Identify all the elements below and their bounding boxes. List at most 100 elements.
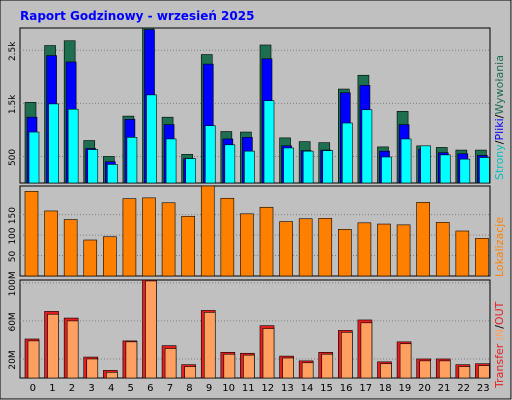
bar-lokalizacje [259,206,274,277]
bar-strony [459,158,471,184]
x-tick-label: 2 [69,383,75,394]
bar-out [86,358,99,379]
bar-out [106,371,118,379]
x-tick-label: 11 [242,383,255,394]
bar-out [458,366,471,379]
bar-out [419,360,431,379]
bar-out [301,362,314,379]
bar-lokalizacje [103,236,117,277]
bar-out [164,348,177,379]
x-tick-label: 13 [281,383,294,394]
x-tick-label: 21 [438,383,451,394]
bar-strony [400,138,412,184]
bar-strony [342,122,353,184]
legend-visits: Lokalizacje [493,217,506,277]
x-tick-label: 8 [186,383,192,394]
bar-strony [479,157,490,184]
x-tick-label: 5 [128,383,134,394]
x-axis-hour-labels: 0 1 2 3 4 5 6 7 8 9 10 11 12 13 14 15 16 17 18 19 20 21 22 23 [30,383,490,394]
x-tick-label: 17 [359,383,372,394]
y-tick-label: 500 [8,149,18,166]
bar-out [223,353,236,379]
bar-lokalizacje [161,202,176,277]
plot-area [19,185,491,277]
bar-out [438,360,451,379]
legend-transfer: Transfer IN/OUT [493,301,506,389]
bar-lokalizacje [455,230,470,277]
x-tick-label: 0 [30,383,36,394]
bar-strony [146,94,157,184]
bar-lokalizacje [338,229,352,277]
bar-strony [48,103,59,184]
chart-title: Raport Godzinowy - wrzesień 2025 [20,9,254,23]
y-tick-label: 50 [8,251,18,263]
bar-strony [28,131,40,184]
bar-out [145,280,157,379]
x-tick-label: 20 [418,383,431,394]
chart-panel-3: 20M 60M 100M [8,271,491,379]
bar-lokalizacje [181,215,195,277]
bar-strony [420,145,431,184]
bar-lokalizacje [435,222,450,277]
bar-strony [185,158,196,184]
x-tick-label: 22 [457,383,470,394]
bar-lokalizacje [475,238,489,277]
bar-strony [283,147,294,184]
legend-sep: / [493,325,506,329]
bar-out [380,363,392,379]
x-tick-label: 3 [88,383,94,394]
x-tick-label: 6 [147,383,153,394]
bar-out [478,365,490,379]
bar-strony [244,150,255,184]
bar-strony [322,150,334,184]
bar-out [66,320,79,379]
bar-strony [361,109,373,184]
bar-strony [67,108,79,184]
bar-lokalizacje [357,222,372,277]
y-tick-label: 1.5k [8,94,18,114]
x-tick-label: 12 [261,383,274,394]
bar-out [360,322,373,379]
bar-out [341,332,353,379]
bar-lokalizacje [24,191,39,277]
x-tick-label: 10 [222,383,235,394]
bar-strony [87,149,99,184]
bar-strony [302,150,314,184]
x-tick-label: 4 [108,383,114,394]
legend-pages: Strony [493,144,506,180]
y-tick-label: 2.5k [8,41,18,61]
x-tick-label: 15 [320,383,333,394]
x-tick-label: 16 [340,383,353,394]
legend-sep: / [493,114,506,118]
legend-sep: / [493,140,506,144]
legend-hits-pages-files: Strony/Pliki/Wywołania [493,55,506,180]
bar-lokalizacje [416,202,430,277]
bar-strony [263,100,275,184]
x-tick-label: 19 [399,383,412,394]
x-tick-label: 7 [167,383,173,394]
chart-panel-2: 50 100 150 [8,185,491,277]
bar-lokalizacje [142,197,156,277]
bar-lokalizacje [63,219,78,277]
plot-area [19,279,491,379]
bar-strony [439,154,451,184]
bar-lokalizacje [240,213,254,277]
bar-lokalizacje [220,197,235,277]
bar-strony [204,125,216,184]
x-tick-label: 23 [477,383,490,394]
chart-panel-1: 500 1.5k 2.5k [8,27,491,184]
bar-out [203,312,216,379]
bar-out [262,328,275,379]
bar-strony [381,156,392,184]
bar-lokalizacje [396,224,411,277]
bar-lokalizacje [200,185,215,277]
plot-area [19,27,491,184]
bar-lokalizacje [83,239,98,277]
x-tick-label: 18 [379,383,392,394]
bar-out [184,366,196,379]
y-tick-label: 20M [8,350,18,369]
bar-out [47,313,59,379]
y-tick-label: 60M [8,312,18,331]
bar-out [125,341,138,379]
